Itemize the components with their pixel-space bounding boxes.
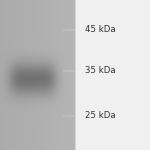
Bar [63,115,75,117]
Text: 35 kDa: 35 kDa [85,66,116,75]
Bar [75,0,150,150]
Bar [63,70,75,72]
Text: 45 kDa: 45 kDa [85,26,116,34]
Text: 25 kDa: 25 kDa [85,111,116,120]
Bar [63,29,75,31]
